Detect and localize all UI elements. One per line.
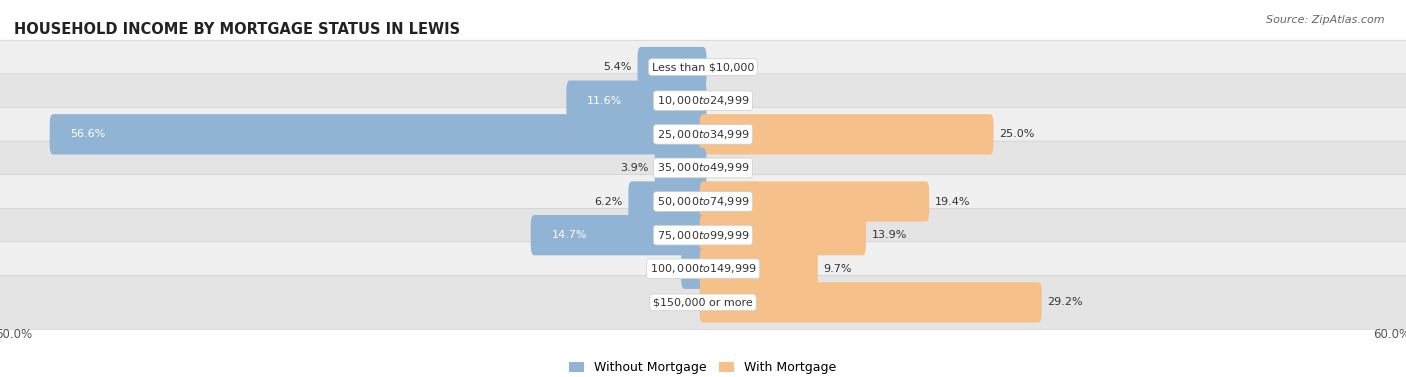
Text: HOUSEHOLD INCOME BY MORTGAGE STATUS IN LEWIS: HOUSEHOLD INCOME BY MORTGAGE STATUS IN L…	[14, 22, 460, 37]
Text: 19.4%: 19.4%	[935, 196, 970, 207]
FancyBboxPatch shape	[0, 107, 1406, 161]
FancyBboxPatch shape	[681, 248, 706, 289]
FancyBboxPatch shape	[0, 141, 1406, 195]
FancyBboxPatch shape	[700, 282, 1042, 323]
Text: 3.9%: 3.9%	[620, 163, 650, 173]
FancyBboxPatch shape	[49, 114, 706, 155]
FancyBboxPatch shape	[0, 276, 1406, 329]
Text: $10,000 to $24,999: $10,000 to $24,999	[657, 94, 749, 107]
Text: 6.2%: 6.2%	[595, 196, 623, 207]
Text: 0.0%: 0.0%	[665, 297, 693, 307]
FancyBboxPatch shape	[628, 181, 706, 222]
Text: Source: ZipAtlas.com: Source: ZipAtlas.com	[1267, 15, 1385, 25]
Text: $50,000 to $74,999: $50,000 to $74,999	[657, 195, 749, 208]
Text: $25,000 to $34,999: $25,000 to $34,999	[657, 128, 749, 141]
FancyBboxPatch shape	[0, 208, 1406, 262]
Text: 9.7%: 9.7%	[824, 264, 852, 274]
FancyBboxPatch shape	[700, 248, 818, 289]
FancyBboxPatch shape	[0, 242, 1406, 296]
Text: $75,000 to $99,999: $75,000 to $99,999	[657, 228, 749, 242]
FancyBboxPatch shape	[637, 47, 706, 87]
Text: 13.9%: 13.9%	[872, 230, 907, 240]
Text: 5.4%: 5.4%	[603, 62, 631, 72]
FancyBboxPatch shape	[531, 215, 706, 255]
FancyBboxPatch shape	[700, 181, 929, 222]
Text: $100,000 to $149,999: $100,000 to $149,999	[650, 262, 756, 275]
Text: 0.0%: 0.0%	[713, 62, 741, 72]
FancyBboxPatch shape	[0, 175, 1406, 228]
Text: Less than $10,000: Less than $10,000	[652, 62, 754, 72]
Text: $150,000 or more: $150,000 or more	[654, 297, 752, 307]
FancyBboxPatch shape	[655, 148, 706, 188]
Text: 1.6%: 1.6%	[647, 264, 675, 274]
Text: 14.7%: 14.7%	[551, 230, 586, 240]
Legend: Without Mortgage, With Mortgage: Without Mortgage, With Mortgage	[564, 356, 842, 377]
FancyBboxPatch shape	[700, 215, 866, 255]
FancyBboxPatch shape	[700, 114, 994, 155]
Text: 29.2%: 29.2%	[1047, 297, 1083, 307]
FancyBboxPatch shape	[0, 40, 1406, 94]
Text: 56.6%: 56.6%	[70, 129, 105, 139]
FancyBboxPatch shape	[0, 74, 1406, 127]
FancyBboxPatch shape	[567, 81, 706, 121]
Text: $35,000 to $49,999: $35,000 to $49,999	[657, 161, 749, 175]
Text: 0.0%: 0.0%	[713, 163, 741, 173]
Text: 11.6%: 11.6%	[588, 96, 623, 106]
Text: 0.0%: 0.0%	[713, 96, 741, 106]
Text: 25.0%: 25.0%	[1000, 129, 1035, 139]
